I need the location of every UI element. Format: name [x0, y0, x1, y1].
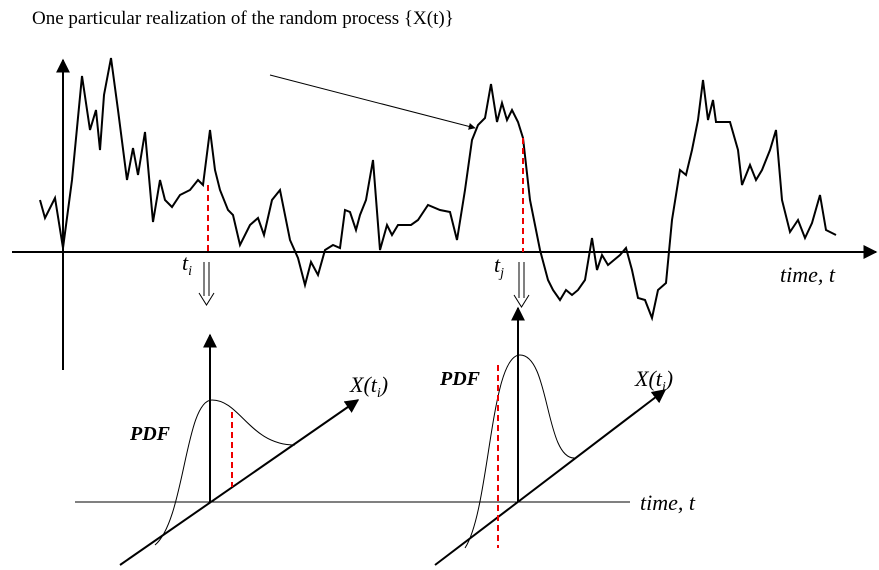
pointer-arrow [269, 74, 476, 130]
x-axis-j [434, 389, 667, 566]
lower-time-label: time, t [640, 490, 696, 515]
pdf-label-i: PDF [129, 423, 171, 445]
pdf-curve-j [464, 354, 576, 549]
title: One particular realization of the random… [32, 8, 454, 29]
pdf-label-j: PDF [439, 368, 481, 390]
t-i: ti [182, 250, 192, 279]
t-j: tj [494, 252, 504, 281]
down-arrows [198, 262, 530, 308]
x-label-i: X(ti) [349, 372, 388, 401]
x-label-j: X(tj) [634, 366, 673, 395]
pdf-curve-i [154, 399, 296, 546]
x-axis-i [119, 399, 360, 566]
realization [39, 57, 837, 322]
time-label: time, t [780, 262, 836, 287]
